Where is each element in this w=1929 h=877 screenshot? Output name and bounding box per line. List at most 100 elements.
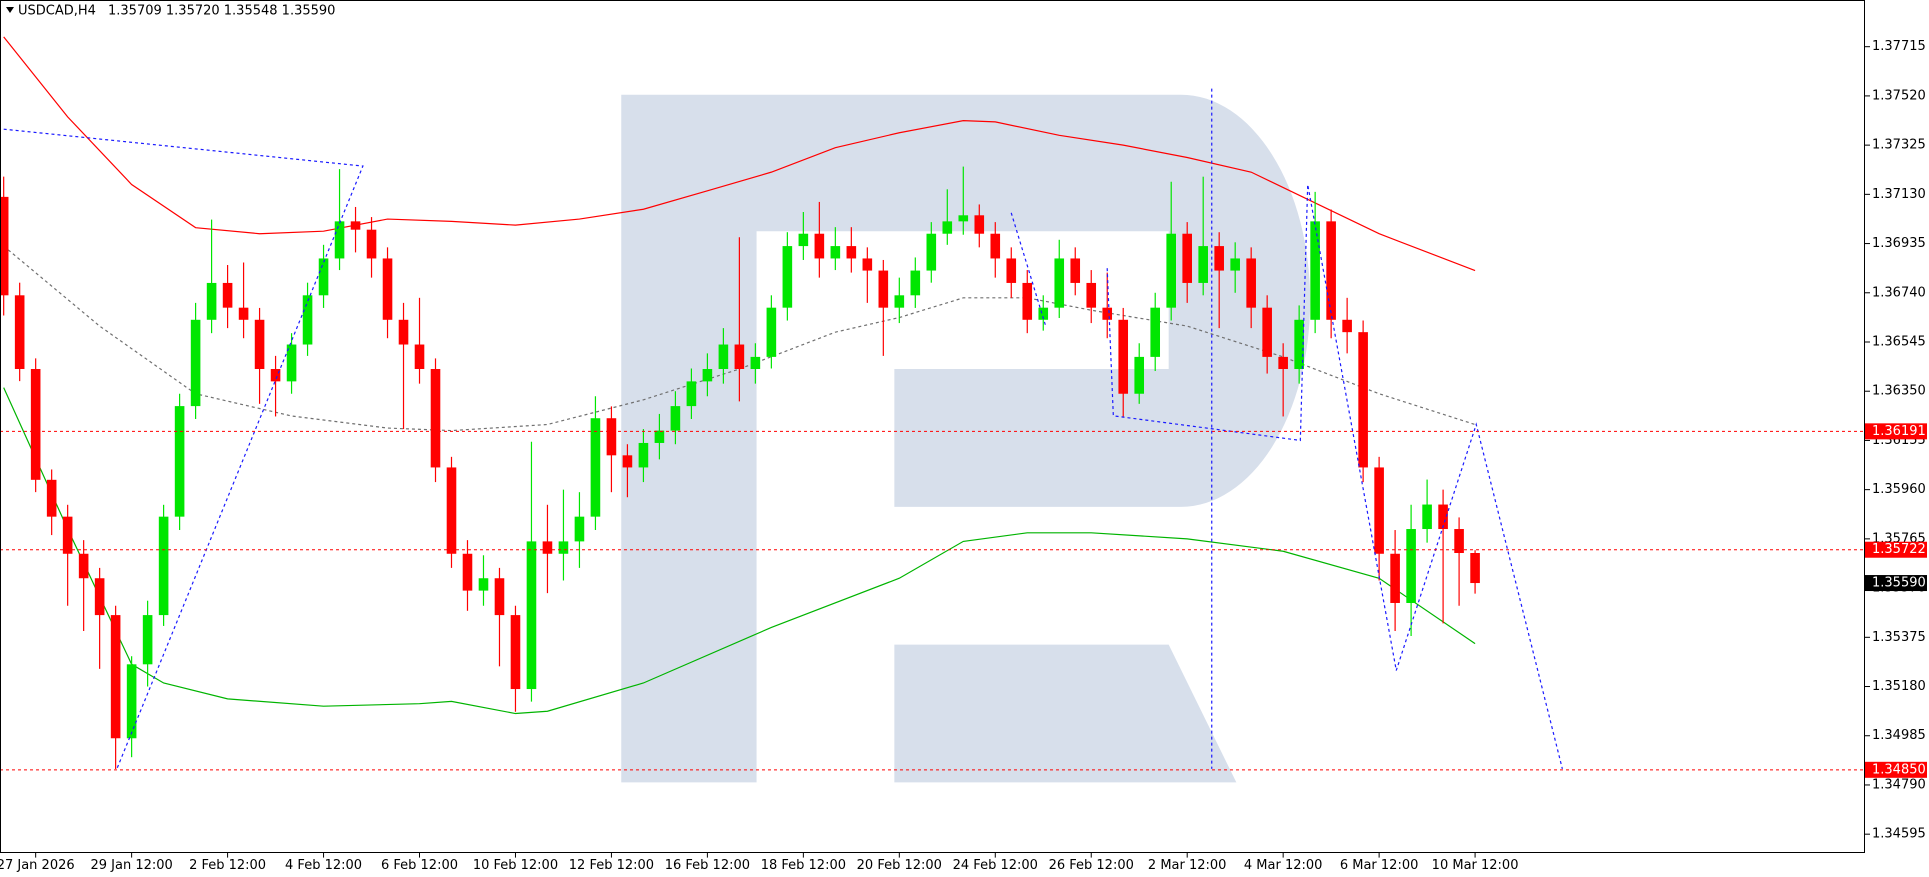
candle-body [942, 221, 953, 234]
candle-body [1086, 282, 1097, 308]
candle-body [1310, 221, 1320, 320]
candle-body [1374, 467, 1384, 554]
x-tick-label: 2 Feb 12:00 [189, 858, 266, 873]
candle-body [1390, 553, 1400, 603]
candle-body [1022, 282, 1033, 320]
candle-body [958, 215, 969, 222]
x-tick-label: 4 Mar 12:00 [1244, 858, 1323, 873]
candle-body [158, 516, 169, 616]
candle-body [14, 295, 25, 370]
candle-body [1294, 319, 1304, 370]
candle-body [190, 319, 201, 407]
candle-body [1246, 258, 1256, 308]
y-tick-label: 1.34985 [1872, 728, 1926, 743]
candle-body [734, 344, 745, 370]
candle-body [174, 406, 185, 517]
candle-body [574, 516, 585, 542]
candle-body [318, 258, 329, 296]
candle-body [78, 553, 89, 579]
candle-body [990, 233, 1001, 259]
x-tick-label: 18 Feb 12:00 [761, 858, 846, 873]
symbol: USDCAD,H4 [18, 4, 96, 19]
candle-body [398, 319, 409, 345]
x-tick-label: 6 Feb 12:00 [381, 858, 458, 873]
candle-body [1262, 307, 1272, 357]
candle-body [1326, 221, 1336, 320]
candle-body [478, 578, 489, 591]
x-tick-label: 24 Feb 12:00 [953, 858, 1038, 873]
candle-body [446, 467, 457, 554]
candle-body [1038, 307, 1049, 320]
level-label-box [1865, 761, 1927, 778]
candle-body [558, 541, 569, 554]
candle-body [1406, 529, 1416, 603]
plot-area [0, 36, 1480, 770]
quote: 1.35709 1.35720 1.35548 1.35590 [108, 4, 335, 19]
candle-body [606, 418, 617, 456]
candle-body [718, 344, 729, 370]
wave-drawings [4, 89, 1563, 769]
candle-body [974, 215, 985, 234]
candle-body [254, 319, 265, 370]
x-tick-label: 12 Feb 12:00 [569, 858, 654, 873]
level-label: 1.35722 [1872, 542, 1926, 557]
candle-body [1454, 529, 1464, 554]
level-label: 1.36191 [1872, 424, 1926, 439]
candle-body [894, 295, 905, 308]
y-tick-label: 1.35180 [1872, 679, 1926, 694]
candle-body [846, 246, 857, 259]
candle-body [670, 406, 681, 431]
candle-body [46, 479, 57, 517]
y-tick-label: 1.35960 [1872, 482, 1926, 497]
candle-body [414, 344, 425, 370]
candle-body [1278, 356, 1288, 370]
wave-line [1107, 185, 1562, 769]
plot-frame [0, 0, 1865, 853]
y-tick-label: 1.37130 [1872, 187, 1926, 202]
candle-body [782, 246, 793, 308]
x-tick-label: 26 Feb 12:00 [1049, 858, 1134, 873]
candle-body [286, 344, 297, 382]
candle-body [1102, 307, 1113, 320]
candle-body [510, 615, 521, 690]
candle-body [126, 664, 137, 739]
candle-body [622, 455, 633, 468]
candle-body [910, 270, 921, 296]
candle-body [814, 233, 825, 259]
x-tick-label: 10 Mar 12:00 [1432, 858, 1519, 873]
candle-body [1054, 258, 1065, 308]
candle-body [1166, 233, 1177, 308]
y-tick-label: 1.37715 [1872, 39, 1926, 54]
candle-body [222, 282, 233, 308]
candle-body [654, 430, 665, 443]
candle-body [1470, 553, 1480, 584]
watermark [621, 94, 1311, 783]
candle-body [526, 541, 537, 690]
level-label: 1.34850 [1872, 762, 1926, 777]
watermark-r [621, 94, 1311, 783]
candle-body [750, 356, 761, 370]
x-tick-label: 6 Mar 12:00 [1340, 858, 1419, 873]
menu-arrow [6, 7, 14, 13]
candle-body [30, 369, 41, 480]
candle-body [1214, 246, 1224, 271]
x-tick-label: 27 Jan 2026 [0, 858, 75, 873]
candle-body [350, 221, 361, 230]
y-tick-label: 1.36740 [1872, 285, 1926, 300]
y-tick-label: 1.36545 [1872, 334, 1926, 349]
candle-body [270, 369, 281, 382]
moving-average [3, 36, 1476, 272]
last-price-box [1865, 575, 1927, 592]
candle-body [1230, 258, 1240, 271]
last-price-label: 1.35590 [1872, 576, 1926, 591]
wave-line [4, 129, 363, 769]
level-label-box [1865, 541, 1927, 558]
candle-body [862, 258, 873, 271]
x-tick-label: 10 Feb 12:00 [473, 858, 558, 873]
candle-body [766, 307, 777, 357]
candle-body [366, 229, 377, 259]
candle-body [110, 615, 121, 739]
x-tick-label: 2 Mar 12:00 [1148, 858, 1227, 873]
candle-body [430, 369, 441, 468]
